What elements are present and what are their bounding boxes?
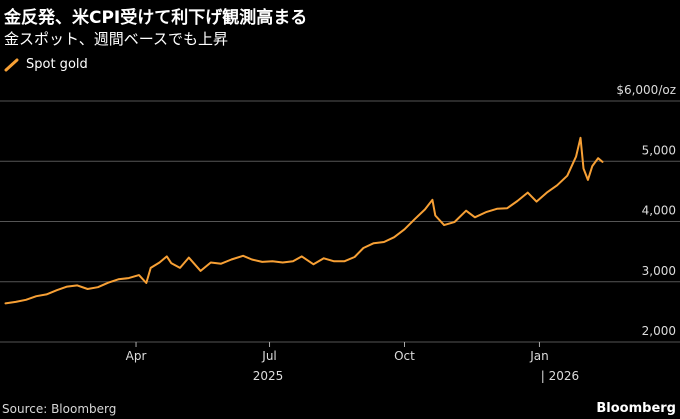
- legend: Spot gold: [4, 57, 88, 72]
- y-tick-label: $6,000/oz: [616, 83, 676, 97]
- chart-title: 金反発、米CPI受けて利下げ観測高まる: [4, 8, 308, 28]
- y-tick-label: 4,000: [642, 204, 676, 218]
- legend-label: Spot gold: [26, 57, 88, 72]
- x-tick-label: Jan: [529, 349, 549, 363]
- series-line-spot-gold: [4, 136, 604, 305]
- year-label: | 2026: [541, 369, 579, 383]
- source-note: Source: Bloomberg: [2, 402, 117, 416]
- y-tick-label: 5,000: [642, 143, 676, 157]
- year-label: 2025: [253, 369, 284, 383]
- x-tick-label: Jul: [261, 349, 276, 363]
- y-tick-label: 2,000: [642, 324, 676, 338]
- legend-line-icon: [4, 58, 20, 72]
- x-tick-label: Oct: [394, 349, 415, 363]
- chart-subtitle: 金スポット、週間ベースでも上昇: [4, 30, 228, 48]
- bloomberg-logo: Bloomberg: [596, 401, 676, 416]
- x-tick-label: Apr: [126, 349, 147, 363]
- y-tick-label: 3,000: [642, 264, 676, 278]
